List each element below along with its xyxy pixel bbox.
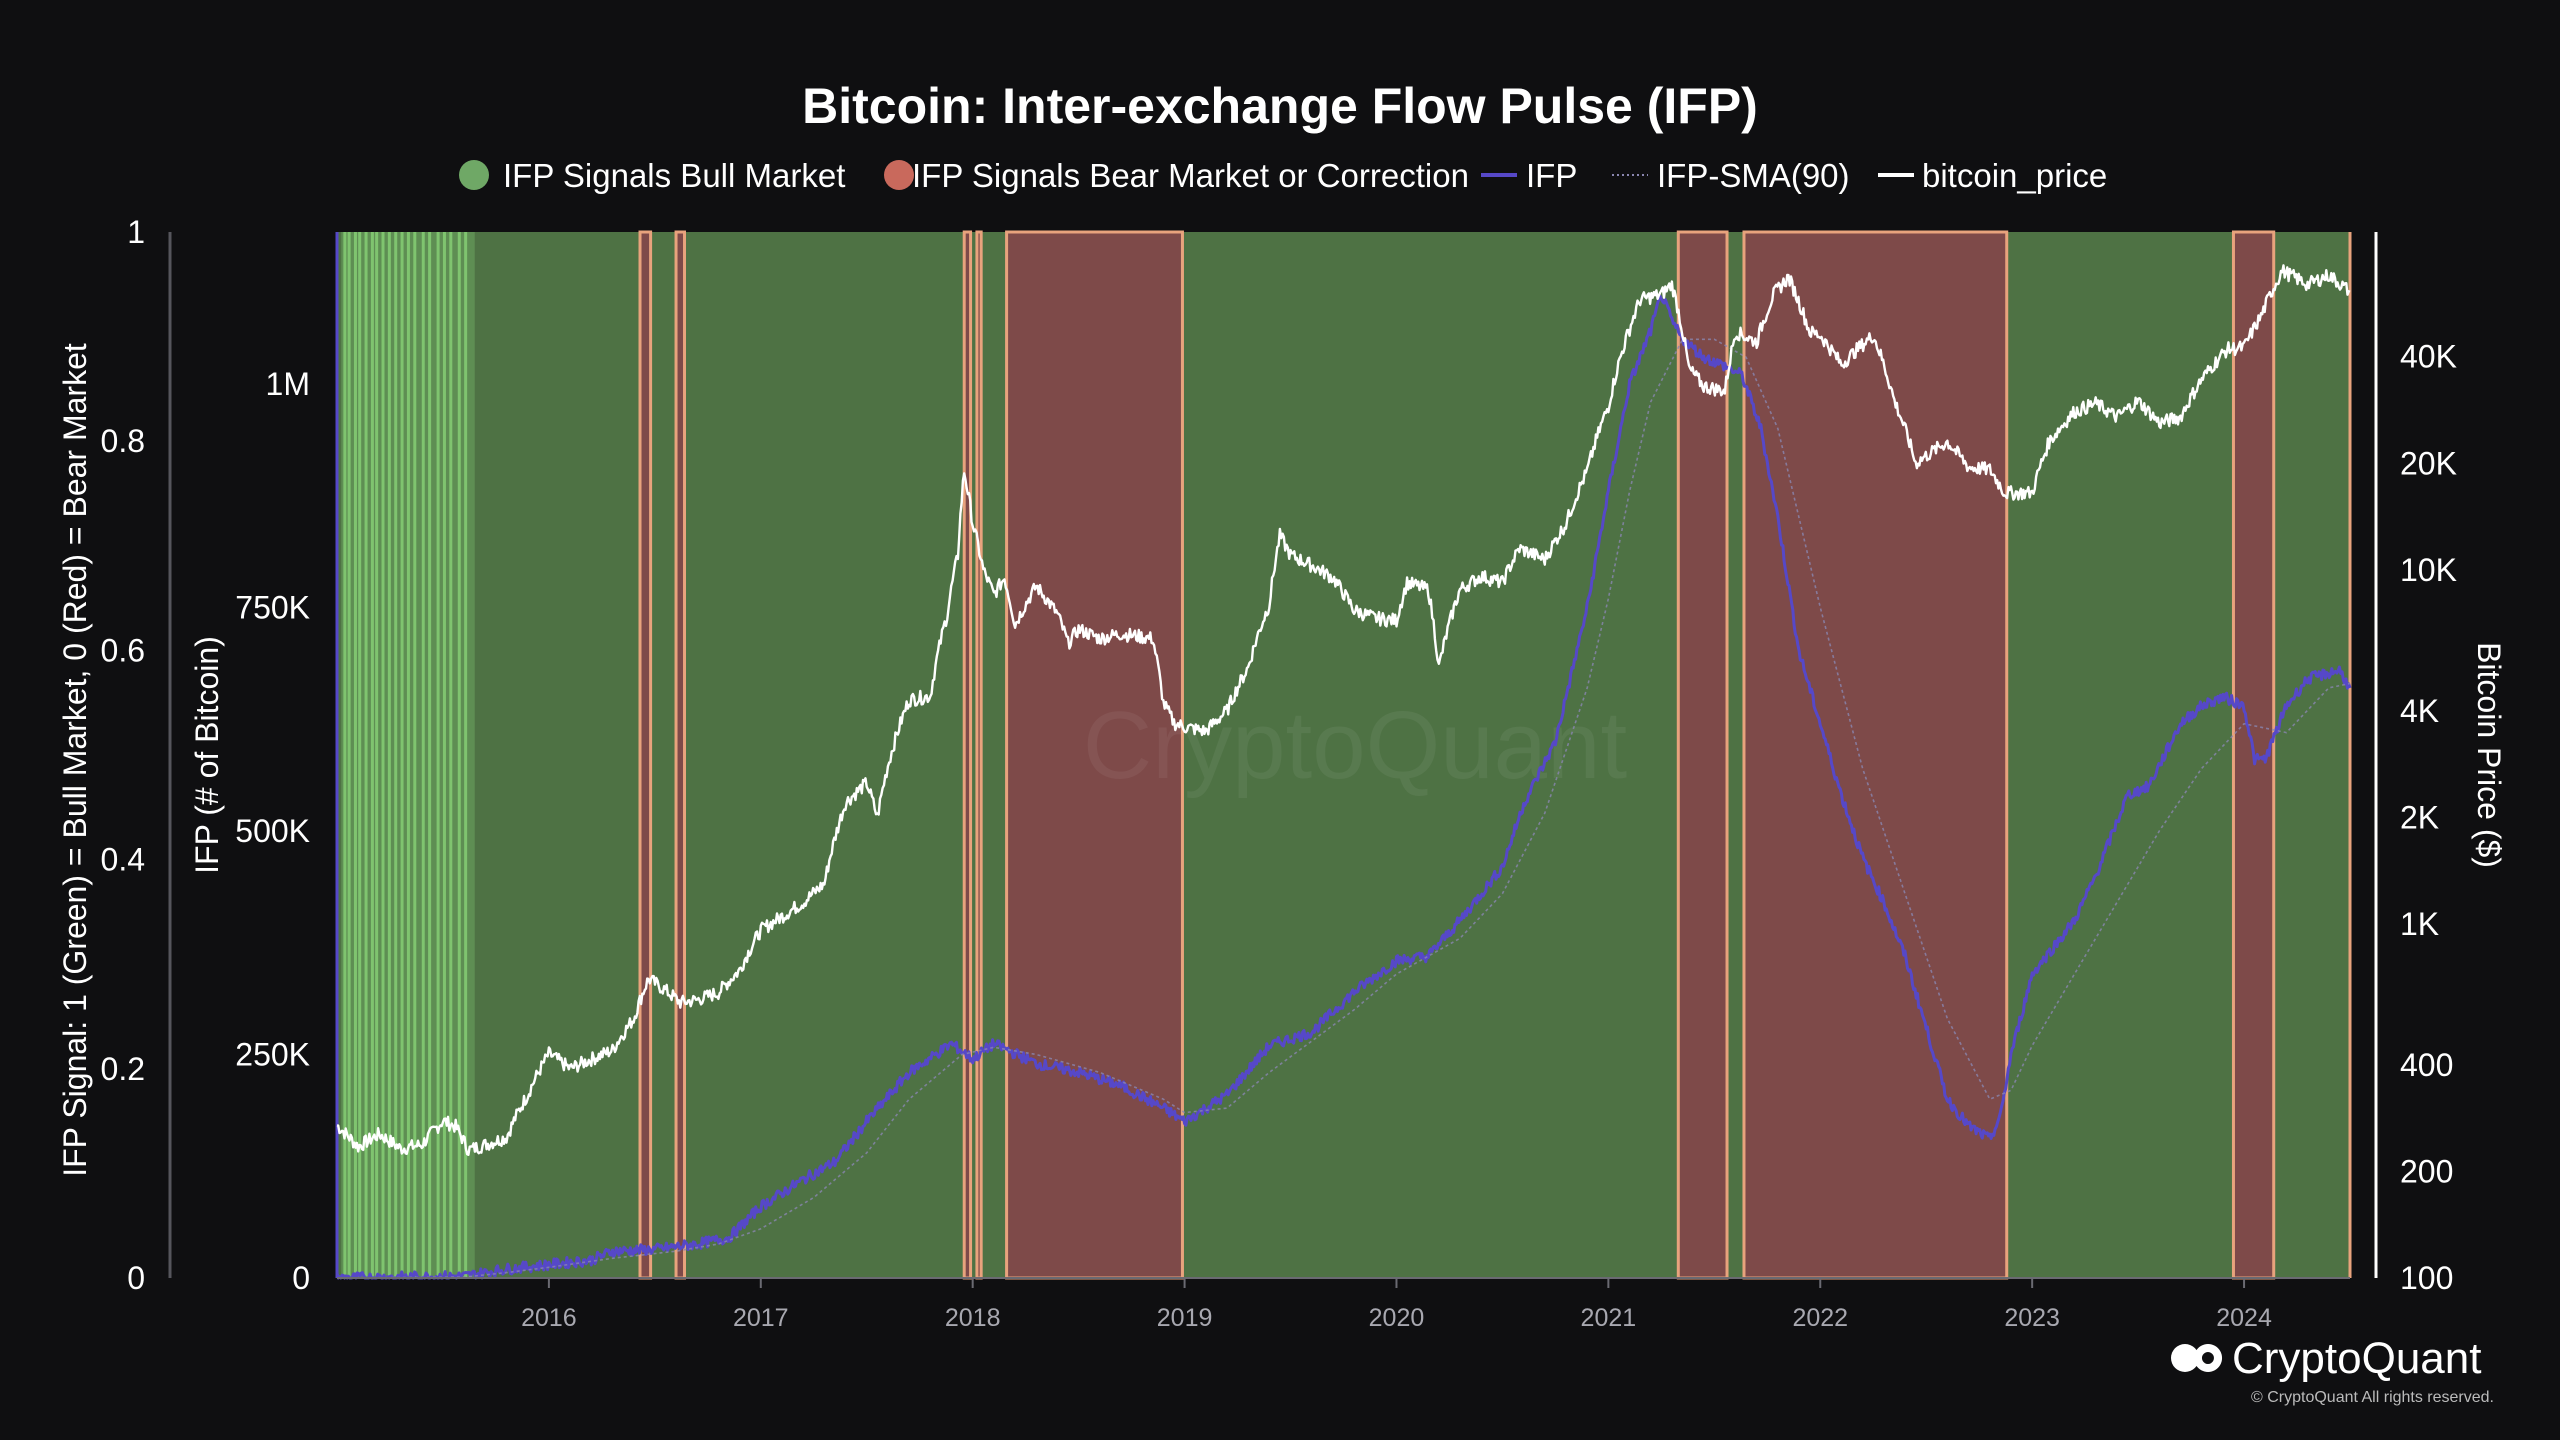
y-signal-tick-label: 0.8 <box>101 423 145 459</box>
bull-spike <box>428 232 432 1278</box>
bull-spike <box>442 232 446 1278</box>
bull-spike <box>387 232 391 1278</box>
bull-spike <box>370 232 374 1278</box>
y-signal-tick-label: 0.2 <box>101 1051 145 1087</box>
x-axis: 2016 2017 2018 2019 2020 2021 2022 2023 2024 <box>337 1277 2350 1332</box>
x-tick-label: 2019 <box>1157 1304 1213 1332</box>
x-tick-label: 2017 <box>733 1304 789 1332</box>
x-tick-label: 2016 <box>521 1304 577 1332</box>
legend-item-0[interactable]: IFP Signals Bull Market <box>459 157 845 194</box>
legend-item-1[interactable]: IFP Signals Bear Market or Correction <box>884 157 1469 194</box>
bull-spike <box>364 232 368 1278</box>
y-price-tick-label: 20K <box>2400 445 2457 481</box>
bear-band <box>975 230 983 1280</box>
bull-spike <box>406 232 410 1278</box>
bull-spike <box>457 232 461 1278</box>
chart-legend[interactable]: IFP Signals Bull Market IFP Signals Bear … <box>459 157 2107 194</box>
y-ifp-tick-label: 250K <box>235 1036 310 1072</box>
x-tick-label: 2024 <box>2216 1304 2272 1332</box>
copyright: © CryptoQuant All rights reserved. <box>2251 1389 2494 1406</box>
bull-spike <box>413 232 417 1278</box>
series-lines <box>335 264 2352 1280</box>
legend-item-2[interactable]: IFP <box>1481 157 1577 194</box>
y-price-tick-label: 4K <box>2400 693 2439 729</box>
y-signal-tick-label: 1 <box>127 214 145 250</box>
x-tick-label: 2021 <box>1581 1304 1637 1332</box>
bull-spike <box>449 232 453 1278</box>
bull-spike <box>394 232 398 1278</box>
y-signal-tick-label: 0.6 <box>101 632 145 668</box>
y-ifp-tick-label: 750K <box>235 589 310 625</box>
series-bitcoin-price <box>336 264 2351 1156</box>
bear-band <box>1676 230 1729 1280</box>
y-axis-signal: 0 0.2 0.4 0.6 0.8 1 <box>101 214 172 1296</box>
y-price-tick-label: 40K <box>2400 339 2457 375</box>
y-axis-price-title: Bitcoin Price ($) <box>2471 642 2507 868</box>
y-price-tick-label: 2K <box>2400 799 2439 835</box>
y-axis-ifp-title: IFP (# of Bitcoin) <box>189 636 225 874</box>
legend-marker-1 <box>884 160 914 190</box>
legend-label-1: IFP Signals Bear Market or Correction <box>912 157 1469 194</box>
brand-name: CryptoQuant <box>2232 1334 2481 1383</box>
series-ifp <box>335 294 2352 1280</box>
y-ifp-tick-label: 500K <box>235 813 310 849</box>
y-price-tick-label: 10K <box>2400 552 2457 588</box>
legend-item-3[interactable]: IFP-SMA(90) <box>1612 157 1850 194</box>
legend-item-4[interactable]: bitcoin_price <box>1878 157 2107 194</box>
legend-marker-0 <box>459 160 489 190</box>
x-tick-label: 2022 <box>1792 1304 1848 1332</box>
bull-spike <box>381 232 385 1278</box>
bull-spike <box>353 232 357 1278</box>
bull-spike <box>421 232 425 1278</box>
logo-icon-left <box>2171 1344 2199 1372</box>
series-ifp-sma-90 <box>336 338 2351 1279</box>
brand-logo: CryptoQuant <box>2171 1334 2481 1383</box>
bull-spike <box>343 232 347 1278</box>
legend-label-2: IFP <box>1526 157 1577 194</box>
y-signal-tick-label: 0 <box>127 1260 145 1296</box>
y-price-tick-label: 400 <box>2400 1047 2453 1083</box>
y-axis-ifp: 0 250K 500K 750K 1M <box>235 366 310 1296</box>
y-price-tick-label: 100 <box>2400 1260 2453 1296</box>
y-ifp-tick-label: 1M <box>266 366 310 402</box>
bull-spike <box>400 232 404 1278</box>
signal-bands <box>335 230 2352 1280</box>
bull-spike <box>358 232 362 1278</box>
y-ifp-tick-label: 0 <box>292 1260 310 1296</box>
legend-label-0: IFP Signals Bull Market <box>503 157 845 194</box>
legend-label-3: IFP-SMA(90) <box>1657 157 1850 194</box>
x-tick-label: 2018 <box>945 1304 1001 1332</box>
logo-icon-right <box>2194 1344 2223 1372</box>
bear-band <box>638 230 653 1280</box>
bull-spike <box>464 232 468 1278</box>
bear-band <box>674 230 687 1280</box>
y-price-tick-label: 200 <box>2400 1153 2453 1189</box>
y-axis-price: 100 200 400 1K 2K 4K 10K 20K 40K <box>2374 232 2457 1296</box>
x-tick-label: 2020 <box>1369 1304 1425 1332</box>
bull-spike <box>375 232 379 1278</box>
bull-band <box>337 232 2350 1278</box>
bull-spike <box>436 232 440 1278</box>
y-signal-tick-label: 0.4 <box>101 842 145 878</box>
bear-band <box>1742 230 2009 1280</box>
bull-spike <box>347 232 351 1278</box>
legend-label-4: bitcoin_price <box>1922 157 2107 194</box>
y-price-tick-label: 1K <box>2400 906 2439 942</box>
bear-band <box>962 230 973 1280</box>
y-axis-signal-title: IFP Signal: 1 (Green) = Bull Market, 0 (… <box>57 343 93 1177</box>
x-tick-label: 2023 <box>2004 1304 2060 1332</box>
chart-title: Bitcoin: Inter-exchange Flow Pulse (IFP) <box>802 78 1758 134</box>
